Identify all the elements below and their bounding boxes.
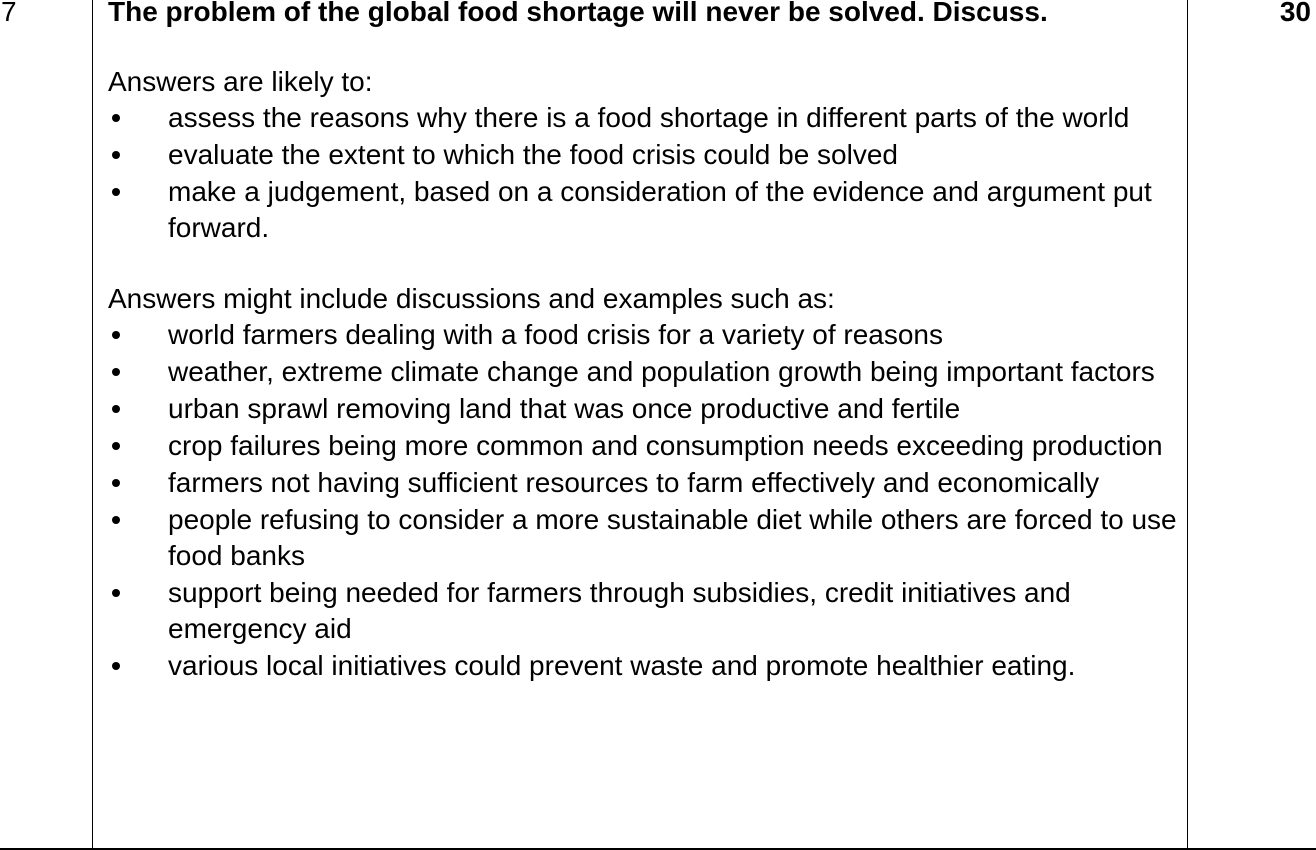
- bullet-icon: [112, 188, 120, 196]
- section2-list: world farmers dealing with a food crisis…: [108, 317, 1186, 684]
- list-item: make a judgement, based on a considerati…: [108, 174, 1186, 246]
- list-item: evaluate the extent to which the food cr…: [108, 137, 1186, 173]
- list-item: support being needed for farmers through…: [108, 575, 1186, 647]
- section1-list: assess the reasons why there is a food s…: [108, 100, 1186, 246]
- column-divider-right: [1187, 0, 1188, 850]
- row-bottom-border: [0, 848, 1316, 850]
- list-item: various local initiatives could prevent …: [108, 648, 1186, 684]
- question-number: 7: [1, 0, 17, 27]
- column-divider-left: [92, 0, 93, 850]
- bullet-icon: [112, 479, 120, 487]
- bullet-icon: [112, 442, 120, 450]
- section2-intro: Answers might include discussions and ex…: [108, 283, 835, 314]
- section1-intro: Answers are likely to:: [108, 66, 373, 97]
- list-item: crop failures being more common and cons…: [108, 428, 1186, 464]
- list-item: weather, extreme climate change and popu…: [108, 354, 1186, 390]
- list-item: urban sprawl removing land that was once…: [108, 391, 1186, 427]
- bullet-icon: [112, 589, 120, 597]
- marks-value: 30: [1279, 0, 1311, 27]
- question-text: The problem of the global food shortage …: [108, 0, 1048, 27]
- bullet-icon: [112, 151, 120, 159]
- bullet-icon: [112, 368, 120, 376]
- bullet-icon: [112, 114, 120, 122]
- list-item: people refusing to consider a more susta…: [108, 502, 1186, 574]
- list-item: farmers not having sufficient resources …: [108, 465, 1186, 501]
- bullet-icon: [112, 662, 120, 670]
- bullet-icon: [112, 331, 120, 339]
- bullet-icon: [112, 516, 120, 524]
- bullet-icon: [112, 405, 120, 413]
- answer-guidance: The problem of the global food shortage …: [108, 0, 1186, 685]
- list-item: world farmers dealing with a food crisis…: [108, 317, 1186, 353]
- list-item: assess the reasons why there is a food s…: [108, 100, 1186, 136]
